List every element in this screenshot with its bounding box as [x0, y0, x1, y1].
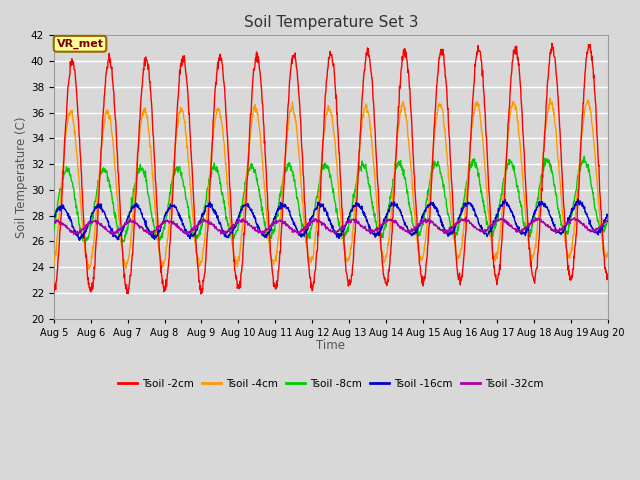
Tsoil -16cm: [538, 199, 546, 204]
Tsoil -4cm: [173, 124, 181, 130]
Tsoil -2cm: [173, 113, 180, 119]
Tsoil -32cm: [462, 215, 470, 220]
Tsoil -8cm: [160, 224, 168, 230]
Tsoil -32cm: [417, 218, 425, 224]
Tsoil -4cm: [236, 253, 243, 259]
Tsoil -16cm: [160, 217, 168, 223]
Tsoil -4cm: [160, 260, 168, 265]
Tsoil -32cm: [539, 219, 547, 225]
Y-axis label: Soil Temperature (C): Soil Temperature (C): [15, 116, 28, 238]
Tsoil -16cm: [490, 218, 497, 224]
Tsoil -8cm: [490, 230, 497, 236]
Tsoil -4cm: [490, 251, 497, 257]
Tsoil -32cm: [236, 217, 243, 223]
Tsoil -4cm: [538, 163, 546, 169]
Line: Tsoil -16cm: Tsoil -16cm: [54, 199, 608, 240]
Tsoil -2cm: [548, 40, 556, 46]
Tsoil -4cm: [604, 250, 612, 255]
Tsoil -16cm: [173, 208, 181, 214]
Tsoil -2cm: [417, 272, 425, 277]
X-axis label: Time: Time: [316, 339, 345, 352]
Tsoil -4cm: [50, 261, 58, 266]
Title: Soil Temperature Set 3: Soil Temperature Set 3: [243, 15, 418, 30]
Tsoil -2cm: [538, 171, 546, 177]
Tsoil -32cm: [604, 218, 612, 224]
Text: VR_met: VR_met: [56, 39, 104, 49]
Tsoil -4cm: [546, 96, 554, 101]
Tsoil -16cm: [604, 213, 612, 218]
Tsoil -8cm: [417, 227, 425, 233]
Tsoil -32cm: [110, 231, 118, 237]
Line: Tsoil -2cm: Tsoil -2cm: [54, 43, 608, 294]
Tsoil -16cm: [574, 196, 582, 202]
Tsoil -8cm: [538, 168, 546, 174]
Tsoil -16cm: [236, 211, 243, 217]
Tsoil -2cm: [604, 272, 612, 277]
Tsoil -16cm: [417, 217, 425, 223]
Tsoil -8cm: [81, 240, 88, 246]
Tsoil -16cm: [76, 238, 83, 243]
Tsoil -4cm: [417, 258, 425, 264]
Tsoil -8cm: [604, 216, 612, 221]
Tsoil -32cm: [50, 219, 58, 225]
Tsoil -32cm: [160, 220, 168, 226]
Tsoil -16cm: [50, 215, 58, 220]
Tsoil -2cm: [236, 286, 243, 292]
Tsoil -32cm: [173, 225, 181, 230]
Line: Tsoil -8cm: Tsoil -8cm: [54, 156, 608, 243]
Tsoil -2cm: [159, 284, 167, 289]
Line: Tsoil -32cm: Tsoil -32cm: [54, 217, 608, 234]
Tsoil -4cm: [84, 266, 92, 272]
Legend: Tsoil -2cm, Tsoil -4cm, Tsoil -8cm, Tsoil -16cm, Tsoil -32cm: Tsoil -2cm, Tsoil -4cm, Tsoil -8cm, Tsoi…: [114, 374, 548, 393]
Tsoil -8cm: [173, 164, 181, 169]
Tsoil -2cm: [50, 286, 58, 291]
Tsoil -2cm: [490, 253, 497, 259]
Line: Tsoil -4cm: Tsoil -4cm: [54, 98, 608, 269]
Tsoil -8cm: [236, 215, 243, 221]
Tsoil -32cm: [490, 222, 498, 228]
Tsoil -2cm: [197, 291, 205, 297]
Tsoil -8cm: [580, 153, 588, 159]
Tsoil -8cm: [50, 226, 58, 232]
